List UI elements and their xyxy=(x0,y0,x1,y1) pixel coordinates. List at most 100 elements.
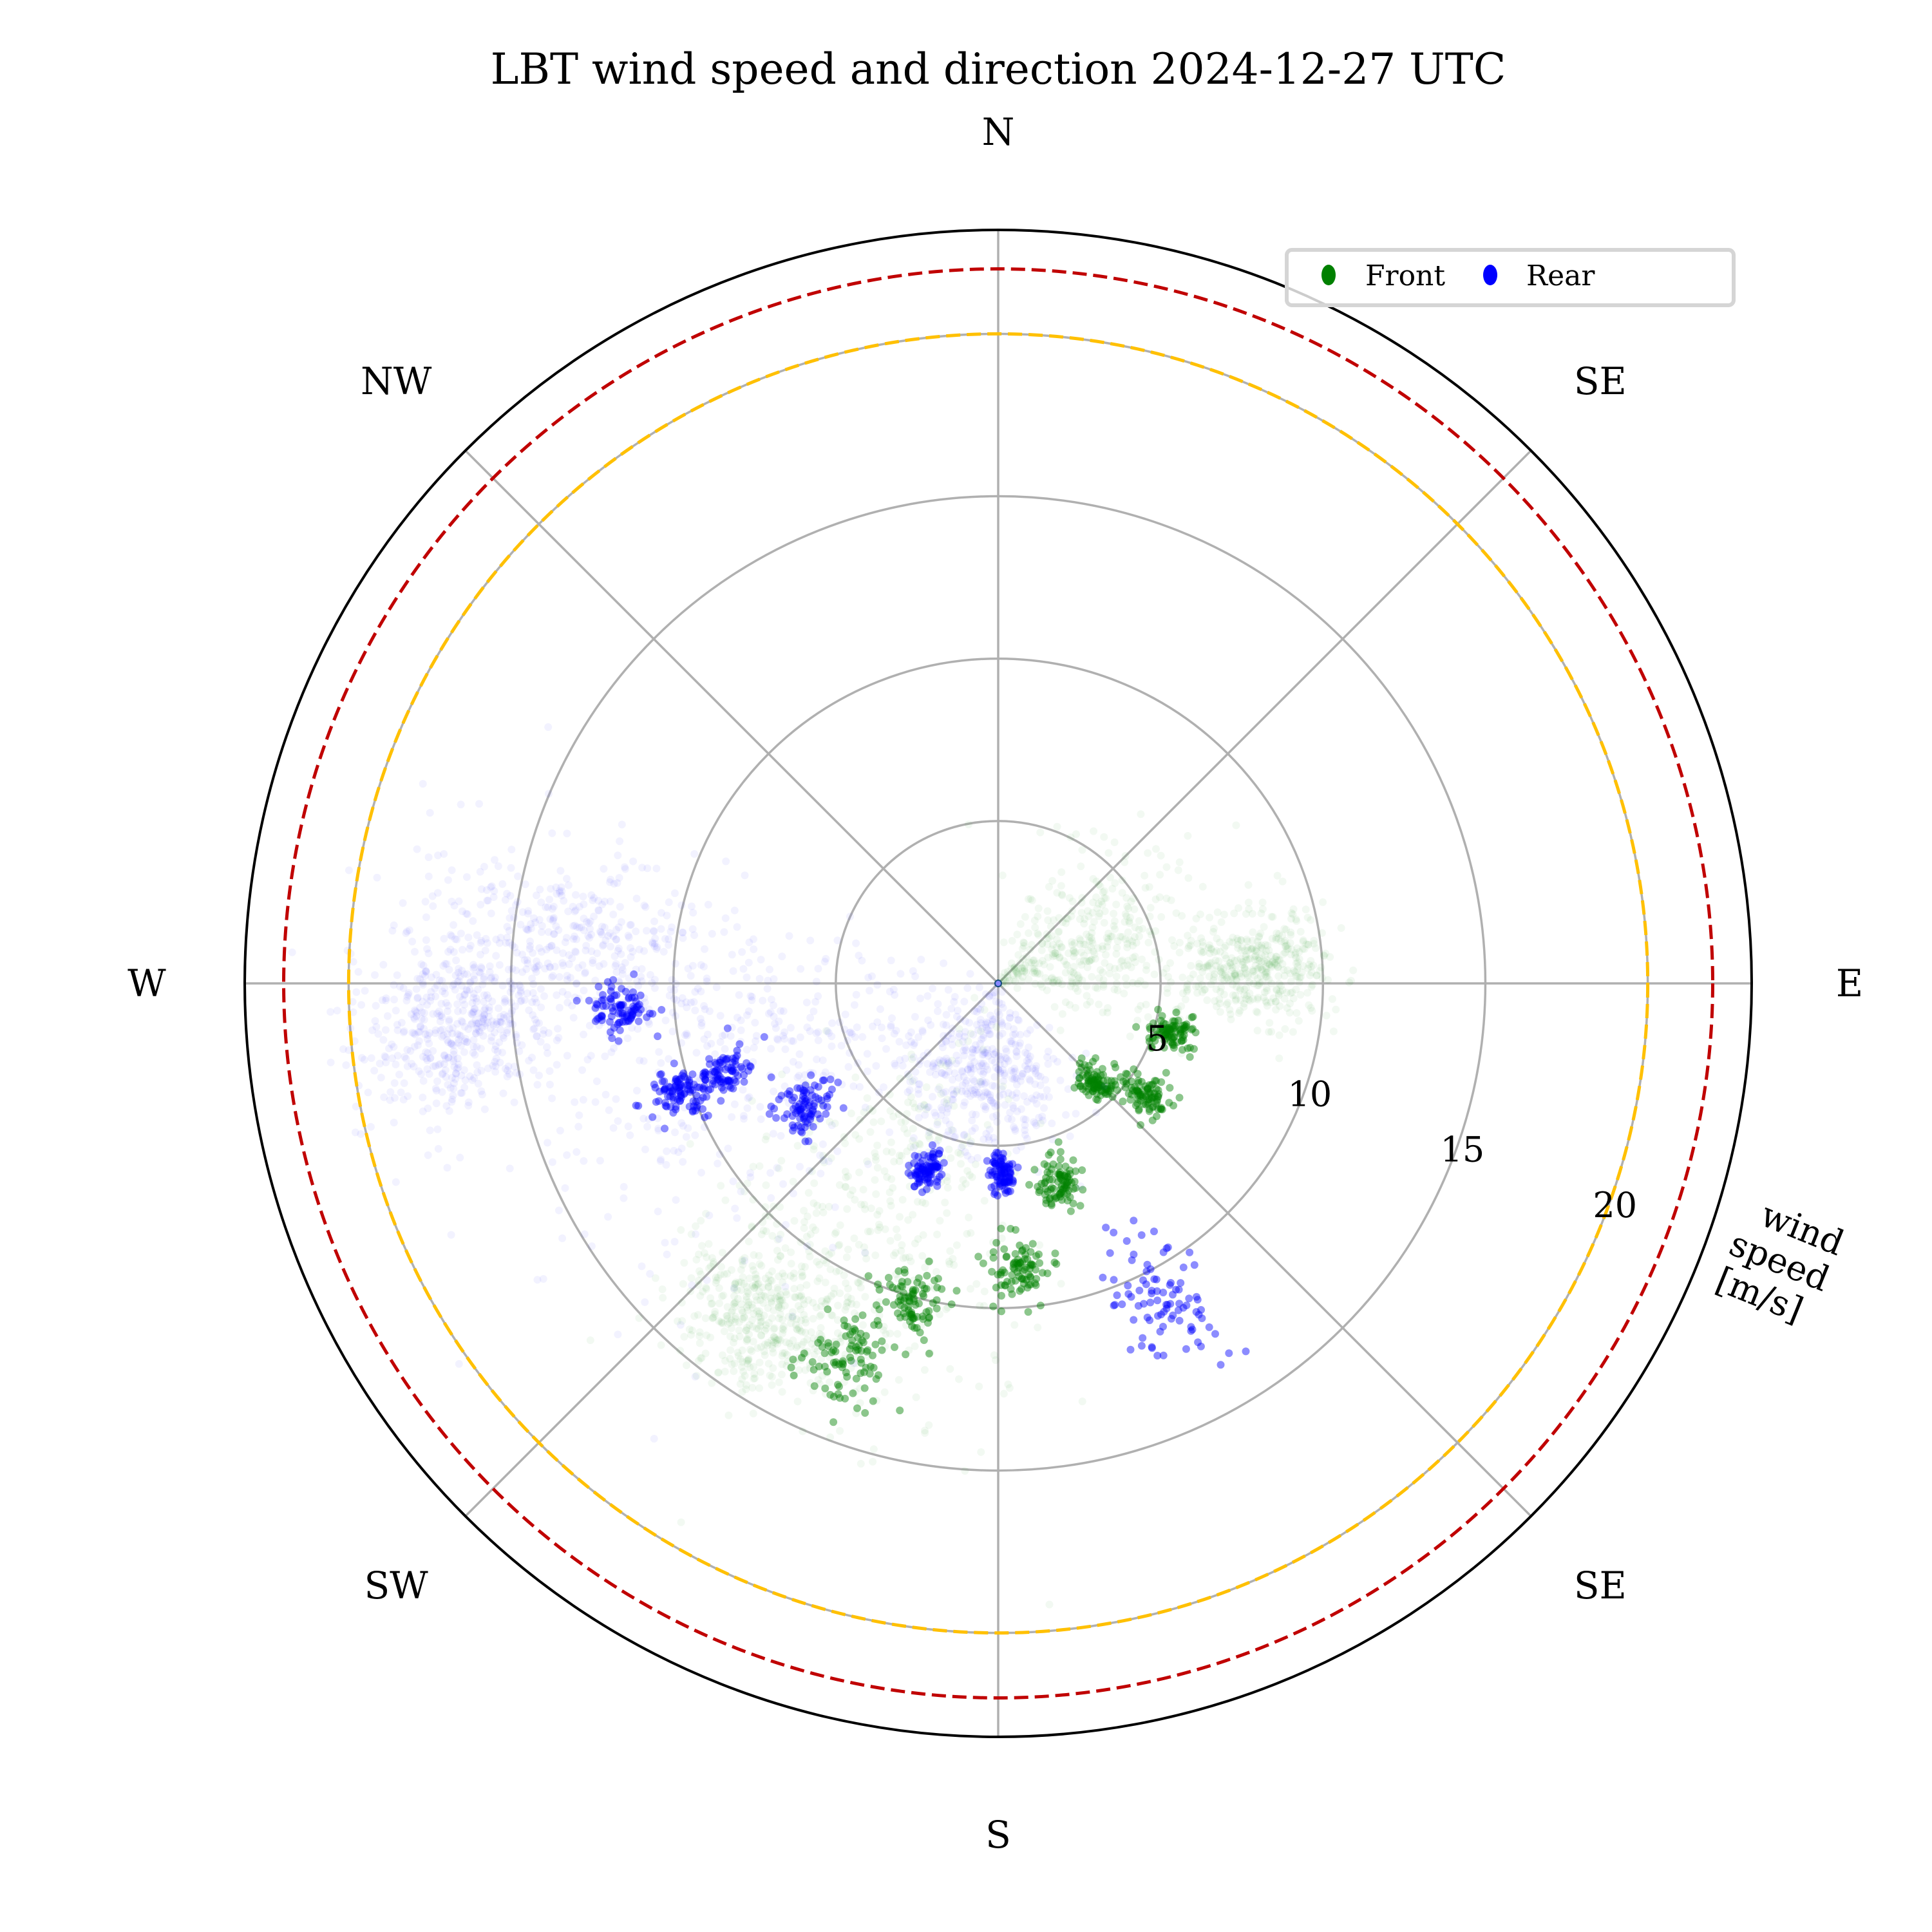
data-point xyxy=(440,984,449,992)
data-point xyxy=(1268,934,1276,943)
data-point xyxy=(921,1199,929,1208)
data-point xyxy=(955,1375,963,1383)
data-point xyxy=(591,1098,600,1106)
data-point xyxy=(1025,1281,1033,1289)
data-point xyxy=(1055,914,1063,922)
data-point xyxy=(735,991,743,999)
data-point xyxy=(1023,1255,1032,1264)
data-point xyxy=(454,1007,462,1016)
data-point xyxy=(1018,1258,1027,1266)
data-point xyxy=(1035,1250,1043,1258)
data-point xyxy=(972,1088,980,1097)
data-point xyxy=(1251,947,1259,955)
data-point xyxy=(499,1089,507,1097)
data-point xyxy=(357,1001,366,1009)
data-point xyxy=(1265,1019,1274,1027)
data-point xyxy=(1057,943,1065,951)
data-point xyxy=(1284,945,1293,952)
data-point xyxy=(805,1102,813,1110)
data-point xyxy=(767,1103,775,1111)
data-point xyxy=(1242,956,1251,964)
data-point xyxy=(716,1038,724,1046)
data-point xyxy=(1264,969,1272,977)
data-point xyxy=(1303,989,1312,997)
data-point xyxy=(688,925,697,933)
data-point xyxy=(921,1111,929,1119)
radial-tick-label: 5 xyxy=(1146,1018,1168,1059)
data-point xyxy=(696,1083,704,1092)
data-point xyxy=(817,1324,825,1332)
data-point xyxy=(404,990,412,999)
data-point xyxy=(657,925,665,933)
data-point xyxy=(1094,1079,1103,1088)
data-point xyxy=(1175,1316,1184,1325)
data-point xyxy=(1148,1116,1157,1124)
data-point xyxy=(624,1122,632,1131)
data-point xyxy=(880,1388,889,1396)
data-point xyxy=(784,1358,792,1366)
data-point xyxy=(749,1409,757,1417)
data-point xyxy=(1152,1084,1160,1093)
data-point xyxy=(1234,944,1242,952)
data-point xyxy=(1004,1115,1012,1123)
data-point xyxy=(1043,907,1052,915)
data-point xyxy=(1194,963,1202,971)
data-point xyxy=(1042,1196,1050,1204)
data-point xyxy=(1263,1001,1271,1010)
legend-label-front: Front xyxy=(1365,260,1445,292)
data-point xyxy=(563,1151,571,1159)
data-point xyxy=(1220,971,1229,980)
data-point xyxy=(1145,1088,1153,1096)
data-point xyxy=(1213,908,1222,916)
data-point xyxy=(992,1063,1000,1072)
data-point xyxy=(802,1281,811,1289)
data-point xyxy=(999,977,1008,985)
data-point xyxy=(1298,969,1306,976)
data-point xyxy=(1062,1183,1070,1191)
data-point xyxy=(1084,1079,1093,1088)
data-point xyxy=(870,1305,878,1314)
data-point xyxy=(1021,1131,1029,1139)
data-point xyxy=(1113,980,1121,988)
data-point xyxy=(744,958,753,967)
data-point xyxy=(1038,1269,1046,1277)
data-point xyxy=(1345,978,1353,987)
data-point xyxy=(558,1234,567,1242)
data-point xyxy=(599,941,607,949)
data-point xyxy=(1255,933,1263,942)
data-point xyxy=(1166,959,1174,967)
data-point xyxy=(419,979,427,987)
data-point xyxy=(1022,1244,1030,1252)
data-point xyxy=(1129,979,1137,987)
data-point xyxy=(961,1180,970,1188)
data-point xyxy=(1130,1065,1138,1074)
data-point xyxy=(1025,975,1033,983)
data-point xyxy=(1050,979,1058,987)
data-point xyxy=(1084,1077,1093,1085)
data-point xyxy=(1212,961,1220,970)
data-point xyxy=(900,1265,909,1274)
data-point xyxy=(841,1306,849,1314)
data-point xyxy=(769,1130,777,1138)
data-point xyxy=(1137,1092,1145,1101)
data-point xyxy=(1110,985,1119,994)
data-point xyxy=(1271,960,1278,968)
data-point xyxy=(793,1142,802,1150)
data-point xyxy=(434,1144,442,1153)
data-point xyxy=(1316,967,1324,975)
data-point xyxy=(1075,1074,1083,1082)
data-point xyxy=(1102,894,1110,902)
data-point xyxy=(542,903,550,911)
data-point xyxy=(1064,914,1072,923)
data-point xyxy=(460,1001,469,1009)
data-point xyxy=(789,1177,797,1186)
data-point xyxy=(1020,967,1028,975)
data-point xyxy=(1056,940,1063,948)
data-point xyxy=(916,994,924,1003)
data-point xyxy=(778,952,786,961)
data-point xyxy=(1283,1004,1291,1012)
data-point xyxy=(981,1103,990,1111)
data-point xyxy=(1079,1186,1087,1194)
data-point xyxy=(948,1075,956,1084)
data-point xyxy=(1253,974,1262,983)
